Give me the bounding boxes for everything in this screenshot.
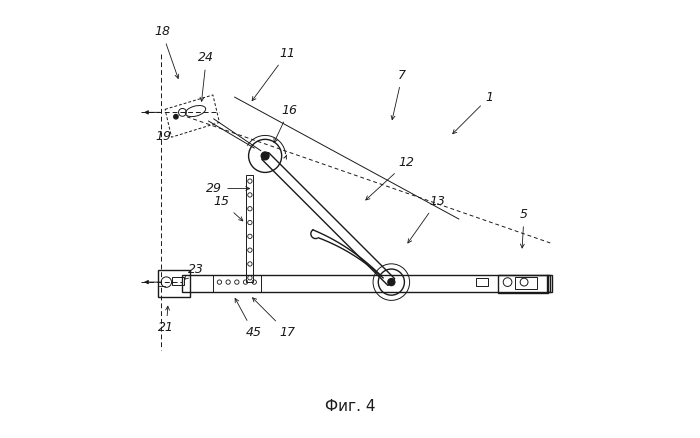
Bar (547, 276, 552, 292)
Bar (158, 270, 190, 297)
Text: Фиг. 4: Фиг. 4 (325, 399, 375, 413)
Circle shape (261, 152, 269, 160)
Text: 13: 13 (408, 195, 445, 243)
Circle shape (388, 279, 395, 286)
Text: 17: 17 (253, 298, 295, 339)
Text: 5: 5 (520, 208, 528, 248)
Text: 23: 23 (184, 262, 204, 279)
Text: 21: 21 (158, 306, 174, 334)
Text: 15: 15 (214, 195, 243, 221)
Text: 18: 18 (154, 25, 178, 78)
Bar (183, 276, 550, 292)
Circle shape (174, 115, 178, 119)
Text: 12: 12 (366, 156, 414, 200)
Text: 7: 7 (391, 69, 406, 120)
Text: 24: 24 (198, 52, 214, 101)
Bar (172, 277, 184, 285)
Text: 16: 16 (274, 104, 297, 142)
Text: 11: 11 (252, 47, 295, 101)
Text: 29: 29 (206, 182, 250, 195)
Text: 19: 19 (155, 130, 172, 143)
Text: 1: 1 (453, 91, 494, 134)
Bar (246, 175, 253, 282)
Bar (476, 278, 489, 286)
Bar (498, 275, 548, 293)
Bar (515, 277, 537, 289)
Bar (213, 276, 261, 292)
Text: 45: 45 (235, 298, 261, 339)
